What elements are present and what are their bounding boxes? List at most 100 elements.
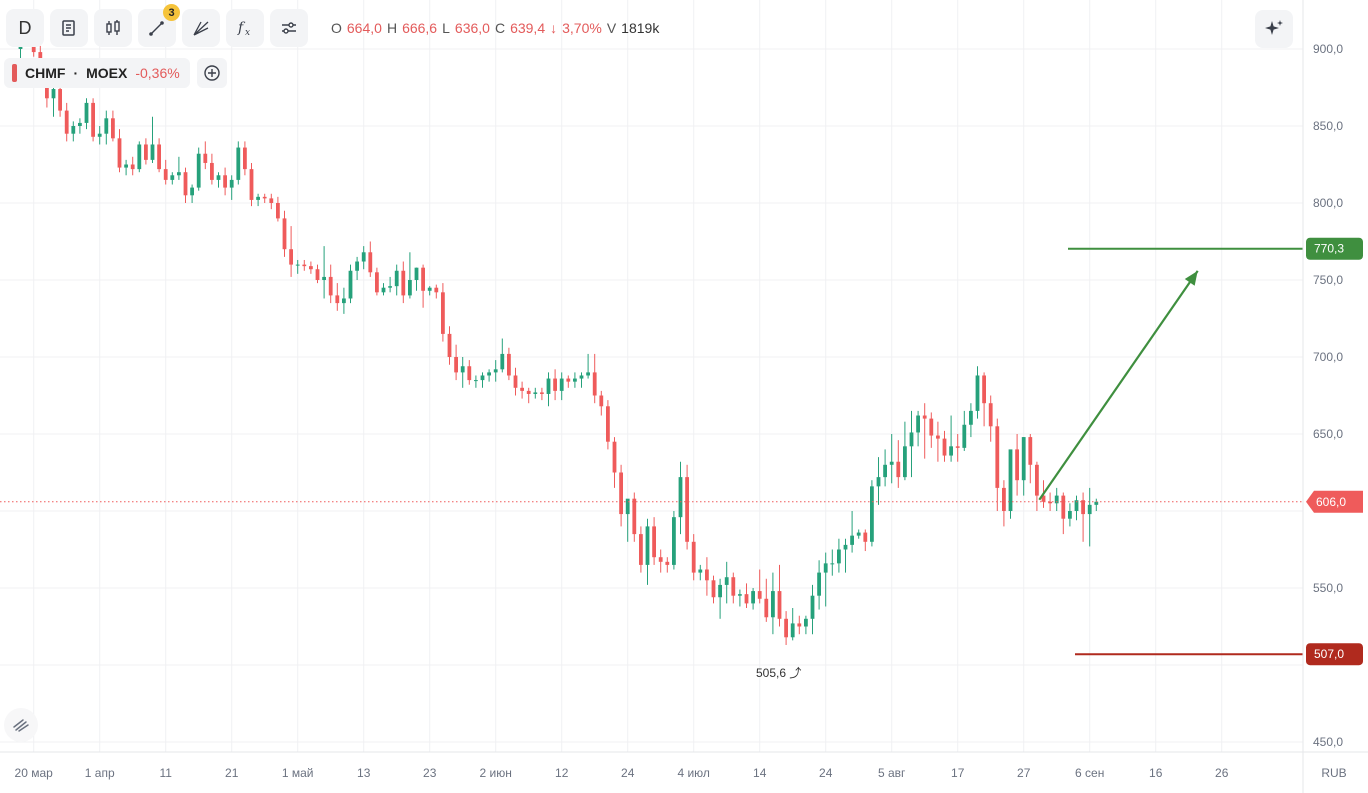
candle-body <box>137 144 142 170</box>
candle-body <box>368 252 373 273</box>
candle-body <box>210 162 214 180</box>
candle-body <box>586 372 590 376</box>
candle-body <box>223 175 227 188</box>
time-tick-label: 23 <box>423 766 437 780</box>
forecast-arrow-head <box>1184 270 1198 286</box>
candle-body <box>949 446 953 456</box>
candle-body <box>474 380 478 382</box>
ai-assistant-button[interactable] <box>1255 10 1293 48</box>
candle-body <box>870 486 874 542</box>
candle-body <box>652 526 656 558</box>
candle-body <box>91 102 95 137</box>
candle-body <box>718 584 722 598</box>
candle-body <box>573 378 577 382</box>
candle-body <box>256 196 260 200</box>
current-price-badge-label: 606,0 <box>1316 495 1346 509</box>
interval-button[interactable]: D <box>6 9 44 47</box>
candle-body <box>282 218 287 250</box>
candle-body <box>962 424 967 448</box>
candle-body <box>804 618 808 627</box>
plus-circle-icon <box>204 65 220 81</box>
candle-body <box>309 266 313 270</box>
trend-line-icon <box>149 21 164 36</box>
candle-body <box>553 378 557 391</box>
add-symbol-button[interactable] <box>197 58 227 88</box>
candle-body <box>665 561 670 565</box>
candle-body <box>454 357 458 373</box>
candle-body <box>302 264 307 267</box>
candle-body <box>936 435 940 439</box>
candle-body <box>731 577 736 596</box>
candle-body <box>427 287 432 291</box>
open-value: 664,0 <box>346 20 382 36</box>
candle-body <box>335 295 340 304</box>
svg-text:x: x <box>245 28 250 38</box>
candle-body <box>480 375 485 381</box>
candle-body <box>190 187 194 196</box>
time-tick-label: 17 <box>951 766 965 780</box>
indicators-button[interactable]: f x <box>226 9 264 47</box>
candles-button[interactable] <box>94 9 132 47</box>
candle-body <box>579 375 584 379</box>
candle-body <box>441 292 445 334</box>
candle-body <box>685 477 689 542</box>
candle-body <box>751 591 755 604</box>
candle-body <box>375 272 379 293</box>
candle-body <box>414 267 419 280</box>
time-tick-label: 11 <box>159 766 172 780</box>
change-percent: 3,70% <box>562 20 602 36</box>
candle-body <box>1008 449 1013 511</box>
candle-body <box>817 572 821 596</box>
candle-body <box>1002 487 1006 511</box>
candle-body <box>84 102 89 123</box>
notes-icon <box>62 20 75 36</box>
time-tick-label: 13 <box>357 766 371 780</box>
candle-body <box>64 110 69 134</box>
candle-body <box>216 175 221 180</box>
current-price-badge <box>1306 490 1363 513</box>
stop-price-badge-label: 507,0 <box>1314 647 1344 661</box>
candle-body <box>328 276 333 296</box>
forecast-arrow-line[interactable] <box>1038 270 1199 501</box>
chart-type-button[interactable] <box>50 9 88 47</box>
ticker-legend[interactable]: CHMF · MOEX -0,36% <box>4 58 190 88</box>
candle-body <box>533 392 538 394</box>
price-tick-label: 750,0 <box>1313 273 1343 287</box>
candle-body <box>262 196 267 199</box>
time-tick-label: 1 май <box>282 766 314 780</box>
open-label: O <box>331 20 342 36</box>
candle-body <box>421 267 425 291</box>
low-label: L <box>442 20 450 36</box>
candle-body <box>856 532 861 536</box>
price-tick-label: 550,0 <box>1313 581 1343 595</box>
low-annotation: 505,6 ⤴ <box>756 664 801 681</box>
candle-body <box>823 563 828 573</box>
candle-body <box>104 118 109 134</box>
price-tick-label: 850,0 <box>1313 119 1343 133</box>
candle-body <box>777 591 782 619</box>
fib-tools-button[interactable] <box>182 9 220 47</box>
candle-body <box>592 372 597 396</box>
candle-body <box>150 144 155 160</box>
candle-body <box>691 541 696 573</box>
time-tick-label: 24 <box>621 766 635 780</box>
candle-body <box>837 549 841 564</box>
candle-body <box>130 164 135 170</box>
candle-body <box>896 461 901 478</box>
series-color-marker <box>12 64 17 82</box>
ohlc-readout: O 664,0 H 666,6 L 636,0 C 639,4 ↓ 3,70% … <box>331 20 659 36</box>
candle-body <box>830 563 835 565</box>
settings-button[interactable] <box>270 9 308 47</box>
candle-body <box>78 122 82 126</box>
candle-body <box>1028 437 1033 465</box>
candle-body <box>1041 495 1046 502</box>
layers-button[interactable] <box>4 708 38 742</box>
volume-value: 1819k <box>621 20 660 36</box>
candle-body <box>276 203 280 219</box>
drawing-tools-button[interactable]: 3 <box>138 4 180 47</box>
candle-body <box>289 249 293 265</box>
candle-body <box>1074 500 1079 511</box>
candle-body <box>863 532 868 542</box>
price-tick-label: 800,0 <box>1313 196 1343 210</box>
